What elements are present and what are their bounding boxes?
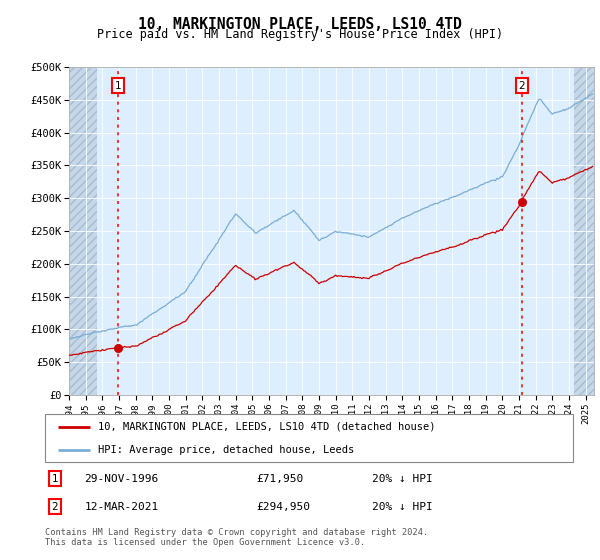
Text: Price paid vs. HM Land Registry's House Price Index (HPI): Price paid vs. HM Land Registry's House … — [97, 28, 503, 41]
FancyBboxPatch shape — [45, 414, 573, 462]
Text: Contains HM Land Registry data © Crown copyright and database right 2024.
This d: Contains HM Land Registry data © Crown c… — [45, 528, 428, 547]
Text: 10, MARKINGTON PLACE, LEEDS, LS10 4TD: 10, MARKINGTON PLACE, LEEDS, LS10 4TD — [138, 17, 462, 32]
Text: 12-MAR-2021: 12-MAR-2021 — [85, 502, 159, 512]
Text: 29-NOV-1996: 29-NOV-1996 — [85, 474, 159, 484]
Text: 20% ↓ HPI: 20% ↓ HPI — [373, 502, 433, 512]
Text: 10, MARKINGTON PLACE, LEEDS, LS10 4TD (detached house): 10, MARKINGTON PLACE, LEEDS, LS10 4TD (d… — [98, 422, 436, 432]
Text: 1: 1 — [52, 474, 58, 484]
Text: 2: 2 — [518, 81, 525, 91]
Text: 20% ↓ HPI: 20% ↓ HPI — [373, 474, 433, 484]
Text: HPI: Average price, detached house, Leeds: HPI: Average price, detached house, Leed… — [98, 445, 354, 455]
Text: £294,950: £294,950 — [256, 502, 310, 512]
Text: 2: 2 — [52, 502, 58, 512]
Text: 1: 1 — [115, 81, 121, 91]
Text: £71,950: £71,950 — [256, 474, 304, 484]
